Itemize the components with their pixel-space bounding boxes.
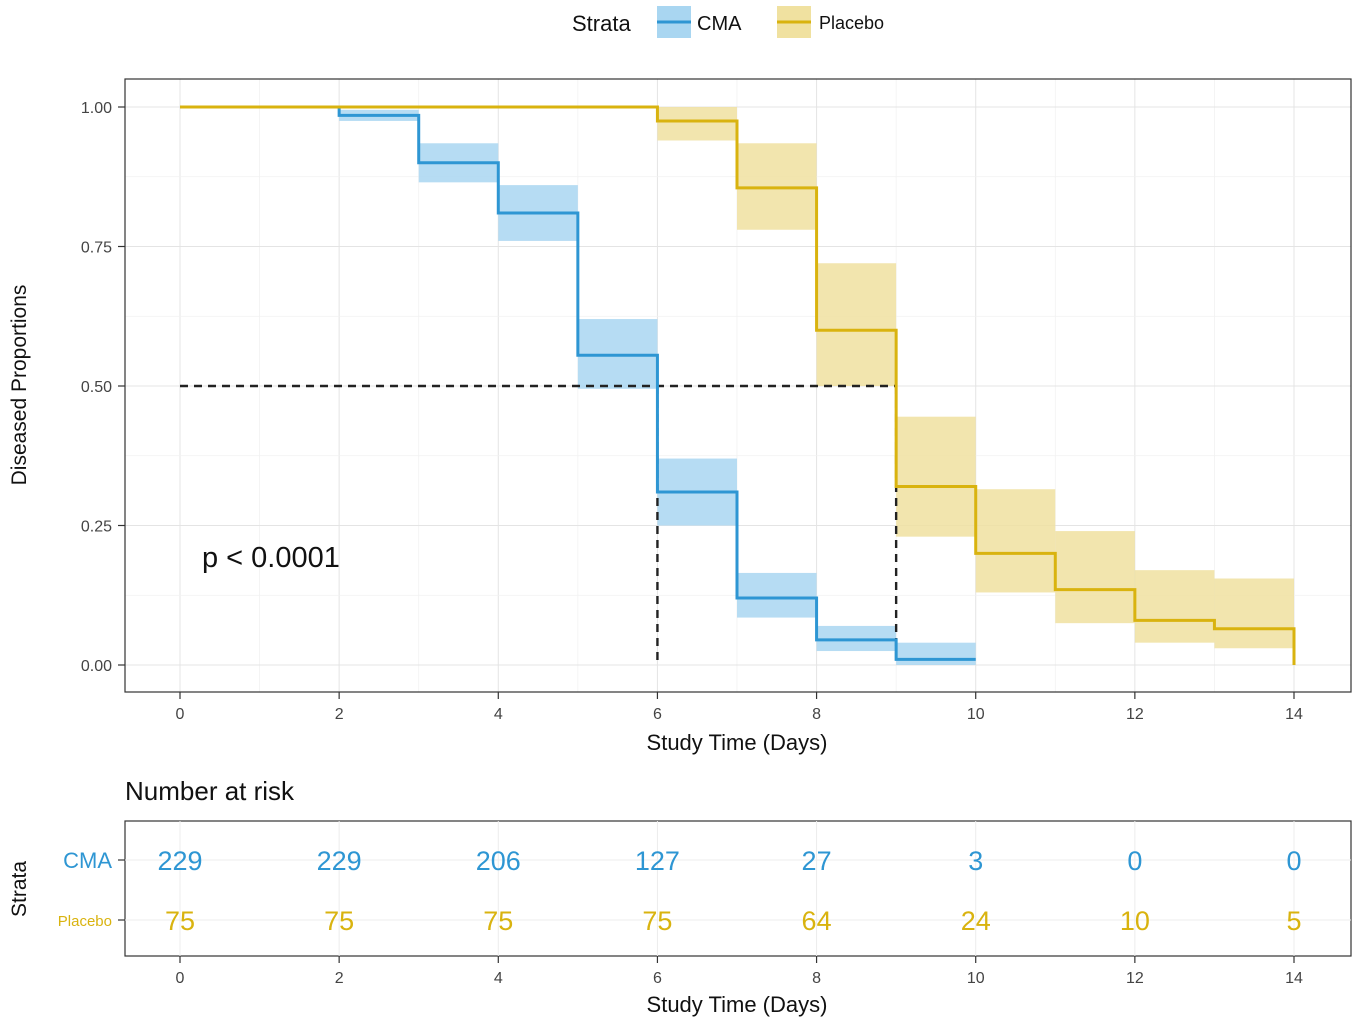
legend-label-placebo: Placebo (819, 13, 884, 33)
risk-x-tick-label: 8 (812, 970, 821, 987)
risk-x-tick-label: 6 (653, 970, 662, 987)
risk-x-axis-title: Study Time (Days) (647, 992, 828, 1017)
p-value-annotation: p < 0.0001 (202, 542, 340, 574)
survival-curves (180, 105, 1296, 665)
risk-count-placebo: 64 (802, 906, 832, 936)
risk-table: Number at risk CMA 229 229 206 127 27 3 0 0Place… (8, 776, 1352, 1017)
y-tick-label: 1.00 (81, 100, 112, 117)
risk-table-title: Number at risk (125, 776, 295, 806)
ci-band-placebo (1214, 578, 1294, 649)
x-tick-label: 8 (812, 706, 821, 723)
risk-count-cma: 3 (968, 846, 983, 876)
risk-count-cma: 229 (157, 846, 202, 876)
risk-row-label-cma: CMA (63, 848, 112, 873)
x-tick-label: 0 (176, 706, 185, 723)
survival-curve-placebo (180, 105, 1296, 665)
x-tick-label: 14 (1285, 706, 1303, 723)
y-tick-label: 0.25 (81, 519, 112, 536)
risk-x-tick-label: 10 (967, 970, 985, 987)
risk-x-tick-label: 0 (176, 970, 185, 987)
risk-count-cma: 27 (802, 846, 832, 876)
y-axis: 0.00 0.25 0.50 0.75 1.00 (81, 100, 125, 675)
risk-count-placebo: 5 (1286, 906, 1301, 936)
x-tick-label: 2 (335, 706, 344, 723)
x-axis: 0 2 4 6 8 10 12 14 (176, 692, 1303, 723)
risk-x-tick-label: 12 (1126, 970, 1144, 987)
survival-plot: 0.00 0.25 0.50 0.75 1.00 0 2 4 6 8 10 12 14 p < 0.0… (8, 78, 1352, 755)
survival-curve-cma (180, 105, 976, 661)
legend: Strata CMA Placebo (572, 6, 884, 38)
ci-band-cma (896, 642, 976, 665)
x-tick-label: 12 (1126, 706, 1144, 723)
risk-count-cma: 0 (1127, 846, 1142, 876)
legend-label-cma: CMA (697, 13, 742, 35)
risk-rows: CMA 229 229 206 127 27 3 0 0 Placebo 75 75 75 75 64 24 1… (58, 846, 1302, 936)
y-tick-label: 0.00 (81, 658, 112, 675)
risk-x-tick-label: 4 (494, 970, 503, 987)
risk-count-placebo: 75 (642, 906, 672, 936)
legend-title: Strata (572, 11, 631, 36)
risk-row-label-placebo: Placebo (58, 913, 112, 930)
ci-band-cma (737, 572, 817, 618)
ci-band-placebo (975, 489, 1056, 593)
ci-band-placebo (816, 263, 897, 386)
risk-count-cma: 0 (1286, 846, 1301, 876)
risk-x-tick-label: 2 (335, 970, 344, 987)
y-tick-label: 0.50 (81, 379, 112, 396)
x-tick-label: 10 (967, 706, 985, 723)
y-tick-label: 0.75 (81, 240, 112, 257)
ci-band-placebo (1134, 570, 1215, 643)
risk-count-cma: 206 (476, 846, 521, 876)
risk-count-placebo: 24 (961, 906, 991, 936)
risk-count-placebo: 75 (165, 906, 195, 936)
x-tick-label: 4 (494, 706, 503, 723)
ci-band-placebo (1055, 531, 1135, 624)
risk-count-cma: 229 (317, 846, 362, 876)
risk-count-placebo: 10 (1120, 906, 1150, 936)
ci-band-placebo (657, 107, 737, 141)
risk-panel-border (124, 820, 1352, 957)
ci-band-placebo (896, 416, 976, 537)
risk-count-placebo: 75 (324, 906, 354, 936)
risk-count-placebo: 75 (483, 906, 513, 936)
y-axis-title: Diseased Proportions (8, 285, 31, 486)
x-tick-label: 6 (653, 706, 662, 723)
risk-count-cma: 127 (635, 846, 680, 876)
risk-x-axis: 0 2 4 6 8 10 12 14 (176, 956, 1303, 987)
risk-x-tick-label: 14 (1285, 970, 1303, 987)
risk-grid (125, 821, 1351, 956)
x-axis-title: Study Time (Days) (647, 730, 828, 755)
risk-y-axis-title: Strata (8, 861, 31, 917)
